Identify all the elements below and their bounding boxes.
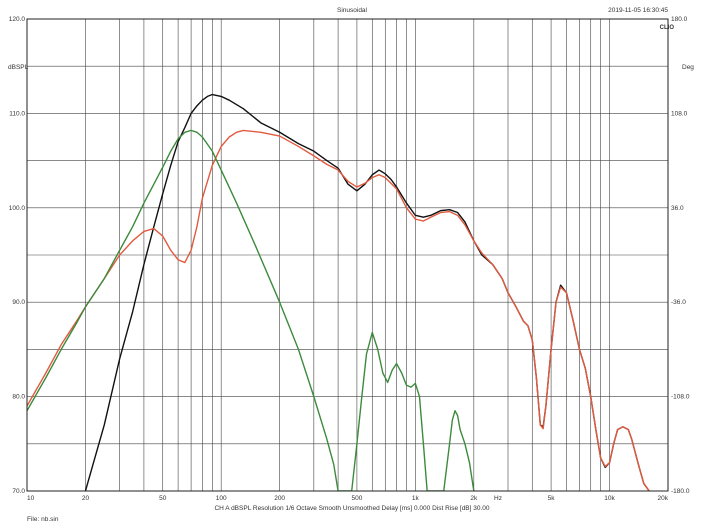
footer-info: CH A dBSPL Resolution 1/6 Octave Smooth … <box>214 505 489 512</box>
x-tick-label: 200 <box>274 495 285 502</box>
y-right-tick-label: 36.0 <box>671 205 684 212</box>
x-tick-label: 20 <box>82 495 90 502</box>
y-right-tick-label: -180.0 <box>671 488 690 495</box>
grid-lines <box>27 19 668 491</box>
y-right-tick-label: -36.0 <box>671 299 686 306</box>
x-tick-label: 500 <box>351 495 362 502</box>
y-tick-label: 90.0 <box>12 299 25 306</box>
x-tick-label: 50 <box>159 495 167 502</box>
y-tick-label: 120.0 <box>9 16 26 23</box>
x-tick-label: 10 <box>27 495 35 502</box>
plot-frame <box>26 18 669 492</box>
y-tick-labels-left: 70.0 80.0 90.0 100.0 110.0 120.0 <box>9 16 26 495</box>
x-unit-label: Hz <box>494 495 502 502</box>
y-tick-labels-right: -180.0 -108.0 -36.0 36.0 108.0 180.0 <box>671 16 690 495</box>
x-tick-label: 1k <box>412 495 420 502</box>
y-axis-left-label: dBSPL <box>8 64 29 71</box>
y-right-tick-label: 108.0 <box>671 110 688 117</box>
y-tick-label: 70.0 <box>12 488 25 495</box>
x-tick-label: 20k <box>658 495 669 502</box>
x-tick-labels: 10 20 50 100 200 500 1k 2k 5k 10k 20k <box>27 495 669 502</box>
series-line-3 <box>27 129 475 491</box>
chart-title: Sinusoidal <box>337 7 368 14</box>
timestamp: 2019-11-05 16:30:45 <box>608 7 668 14</box>
y-axis-right-label: Deg <box>682 64 694 71</box>
series-group <box>27 93 650 491</box>
y-tick-label: 100.0 <box>9 205 26 212</box>
x-tick-label: 100 <box>216 495 227 502</box>
brand-label: CLIO <box>660 25 675 31</box>
file-label: File: nb.sin <box>27 516 59 523</box>
x-tick-label: 5k <box>548 495 556 502</box>
series-line-2 <box>27 129 650 491</box>
y-right-tick-label: 180.0 <box>671 16 688 23</box>
x-tick-label: 2k <box>470 495 478 502</box>
y-tick-label: 80.0 <box>12 394 25 401</box>
x-tick-label: 10k <box>604 495 615 502</box>
y-tick-label: 110.0 <box>9 110 25 117</box>
y-right-tick-label: -108.0 <box>671 394 690 401</box>
